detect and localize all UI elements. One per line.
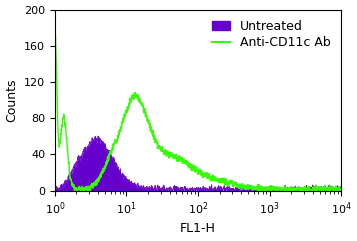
Legend: Untreated, Anti-CD11c Ab: Untreated, Anti-CD11c Ab — [208, 16, 335, 53]
X-axis label: FL1-H: FL1-H — [180, 222, 216, 235]
Y-axis label: Counts: Counts — [6, 78, 19, 122]
